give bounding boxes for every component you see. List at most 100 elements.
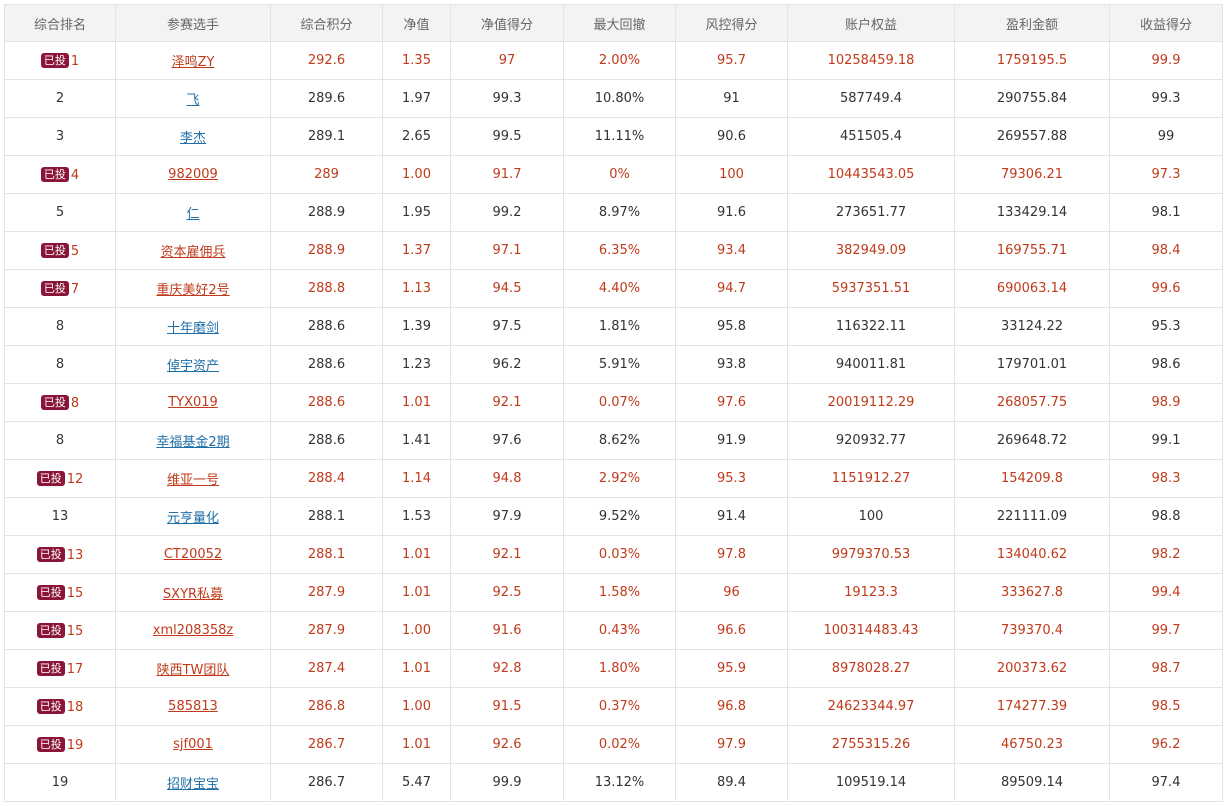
risk-score-cell: 95.8	[675, 307, 788, 346]
player-cell: 重庆美好2号	[115, 269, 271, 308]
max-drawdown-cell: 1.58%	[563, 573, 676, 612]
col-nav-header[interactable]: 净值	[382, 4, 451, 42]
risk-score-cell: 91.6	[675, 193, 788, 232]
col-return-score-header[interactable]: 收益得分	[1109, 4, 1223, 42]
score-cell: 288.6	[270, 307, 383, 346]
player-link[interactable]: 李杰	[179, 131, 206, 146]
max-drawdown-cell: 10.80%	[563, 79, 676, 118]
risk-score-cell: 90.6	[675, 117, 788, 156]
table-body: 已投 1 泽鸣ZY 292.6 1.35 97 2.00% 95.7 10258459.18 17…	[4, 41, 1223, 802]
player-cell: 十年磨剑	[115, 307, 271, 346]
nav-score-cell: 91.5	[450, 687, 564, 726]
rank-cell: 已投 4	[4, 155, 116, 194]
equity-cell: 5937351.51	[787, 269, 955, 308]
rank-value: 17	[66, 661, 84, 677]
invested-badge: 已投	[40, 166, 69, 182]
col-nav-score-header[interactable]: 净值得分	[450, 4, 564, 42]
table-row: 3 李杰 289.1 2.65 99.5 11.11% 90.6 451505.4 269557…	[4, 117, 1223, 156]
player-link[interactable]: 资本雇佣兵	[160, 245, 226, 260]
return-score-cell: 99.1	[1109, 421, 1223, 460]
col-risk-score-header[interactable]: 风控得分	[675, 4, 788, 42]
rank-value: 1	[70, 53, 80, 69]
col-profit-header[interactable]: 盈利金额	[954, 4, 1110, 42]
risk-score-cell: 93.8	[675, 345, 788, 384]
rank-value: 13	[66, 547, 84, 563]
max-drawdown-cell: 1.80%	[563, 649, 676, 688]
score-cell: 288.6	[270, 383, 383, 422]
table-row: 已投 7 重庆美好2号 288.8 1.13 94.5 4.40% 94.7 5937351.5…	[4, 269, 1223, 308]
nav-cell: 2.65	[382, 117, 451, 156]
col-rank-header[interactable]: 综合排名	[4, 4, 116, 42]
player-link[interactable]: 585813	[168, 699, 218, 714]
table-row: 2 飞 289.6 1.97 99.3 10.80% 91 587749.4 290755.84…	[4, 79, 1223, 118]
return-score-cell: 98.4	[1109, 231, 1223, 270]
col-max-drawdown-header[interactable]: 最大回撤	[563, 4, 676, 42]
col-score-header[interactable]: 综合积分	[270, 4, 383, 42]
max-drawdown-cell: 1.81%	[563, 307, 676, 346]
max-drawdown-cell: 9.52%	[563, 497, 676, 536]
player-link[interactable]: 仁	[186, 207, 200, 222]
player-link[interactable]: 维亚一号	[166, 473, 219, 488]
equity-cell: 24623344.97	[787, 687, 955, 726]
profit-cell: 269648.72	[954, 421, 1110, 460]
max-drawdown-cell: 4.40%	[563, 269, 676, 308]
rank-cell: 8	[4, 421, 116, 460]
player-link[interactable]: TYX019	[168, 395, 218, 410]
player-link[interactable]: 十年磨剑	[166, 321, 219, 336]
nav-score-cell: 97.6	[450, 421, 564, 460]
return-score-cell: 98.8	[1109, 497, 1223, 536]
rank-cell: 已投 8	[4, 383, 116, 422]
player-link[interactable]: 982009	[168, 167, 218, 182]
return-score-cell: 98.6	[1109, 345, 1223, 384]
max-drawdown-cell: 5.91%	[563, 345, 676, 384]
player-link[interactable]: 招财宝宝	[166, 777, 219, 792]
rank-value: 8	[70, 395, 80, 411]
return-score-cell: 99.7	[1109, 611, 1223, 650]
risk-score-cell: 89.4	[675, 763, 788, 802]
rank-cell: 已投 1	[4, 41, 116, 80]
player-cell: 幸福基金2期	[115, 421, 271, 460]
player-link[interactable]: 倬宇资产	[166, 359, 219, 374]
profit-cell: 333627.8	[954, 573, 1110, 612]
player-link[interactable]: 陕西TW团队	[156, 663, 230, 678]
player-link[interactable]: 飞	[186, 93, 200, 108]
equity-cell: 8978028.27	[787, 649, 955, 688]
player-cell: 陕西TW团队	[115, 649, 271, 688]
equity-cell: 10443543.05	[787, 155, 955, 194]
nav-score-cell: 91.6	[450, 611, 564, 650]
player-link[interactable]: 幸福基金2期	[156, 435, 230, 450]
rank-cell: 8	[4, 345, 116, 384]
rank-value: 19	[66, 737, 84, 753]
nav-score-cell: 92.1	[450, 383, 564, 422]
player-link[interactable]: SXYR私募	[162, 587, 224, 602]
rank-value: 13	[51, 509, 69, 524]
risk-score-cell: 95.9	[675, 649, 788, 688]
player-link[interactable]: sjf001	[173, 737, 213, 752]
max-drawdown-cell: 13.12%	[563, 763, 676, 802]
nav-cell: 1.35	[382, 41, 451, 80]
table-row: 已投 18 585813 286.8 1.00 91.5 0.37% 96.8 24623344…	[4, 687, 1223, 726]
rank-value: 18	[66, 699, 84, 715]
player-link[interactable]: xml208358z	[152, 623, 234, 638]
player-link[interactable]: 泽鸣ZY	[171, 55, 215, 70]
risk-score-cell: 95.7	[675, 41, 788, 80]
risk-score-cell: 100	[675, 155, 788, 194]
col-player-header[interactable]: 参赛选手	[115, 4, 271, 42]
risk-score-cell: 97.9	[675, 725, 788, 764]
player-link[interactable]: 元亨量化	[166, 511, 219, 526]
return-score-cell: 99.9	[1109, 41, 1223, 80]
nav-score-cell: 97.9	[450, 497, 564, 536]
profit-cell: 79306.21	[954, 155, 1110, 194]
player-link[interactable]: CT20052	[163, 547, 223, 562]
nav-cell: 1.14	[382, 459, 451, 498]
nav-cell: 1.00	[382, 155, 451, 194]
player-link[interactable]: 重庆美好2号	[156, 283, 230, 298]
rank-value: 8	[55, 433, 65, 448]
rank-cell: 13	[4, 497, 116, 536]
score-cell: 287.9	[270, 611, 383, 650]
max-drawdown-cell: 2.92%	[563, 459, 676, 498]
return-score-cell: 97.3	[1109, 155, 1223, 194]
return-score-cell: 98.7	[1109, 649, 1223, 688]
nav-score-cell: 97	[450, 41, 564, 80]
col-equity-header[interactable]: 账户权益	[787, 4, 955, 42]
